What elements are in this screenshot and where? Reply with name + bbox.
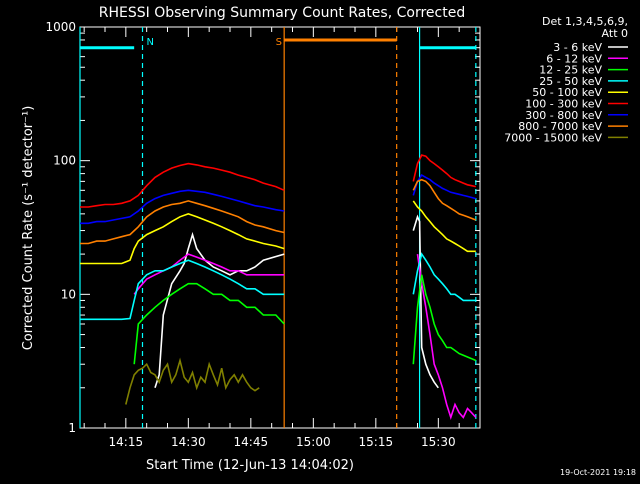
footer-date: 19-Oct-2021 19:18 (560, 468, 636, 477)
series-line-2 (412, 274, 477, 365)
series-line-8 (125, 357, 260, 405)
legend-label: 100 - 300 keV (525, 98, 602, 111)
x-tick-label: 15:00 (296, 435, 331, 449)
series-line-6 (412, 174, 477, 200)
legend-label: 25 - 50 keV (539, 75, 602, 88)
marker-label: N (147, 37, 154, 48)
series-line-0 (154, 231, 285, 389)
legend-label: 7000 - 15000 keV (504, 131, 602, 144)
series-line-6 (80, 189, 285, 225)
legend-label: 800 - 7000 keV (518, 120, 602, 133)
x-tick-label: 15:30 (421, 435, 456, 449)
series-line-3 (412, 252, 476, 302)
x-tick-label: 14:30 (171, 435, 206, 449)
series-line-1 (133, 253, 285, 295)
legend-label: 300 - 800 keV (525, 109, 602, 122)
y-axis-label: Corrected Count Rate (s⁻¹ detector⁻¹) (21, 106, 36, 351)
marker-label: S (276, 37, 282, 48)
y-tick-label: 1000 (45, 20, 76, 34)
series-line-2 (133, 282, 285, 365)
x-tick-label: 14:15 (109, 435, 144, 449)
chart-title: RHESSI Observing Summary Count Rates, Co… (99, 5, 465, 21)
y-tick-label: 1 (68, 421, 76, 435)
legend-label: 3 - 6 keV (553, 41, 602, 54)
series-line-4 (80, 213, 285, 265)
series-line-4 (412, 200, 476, 253)
legend-label: 12 - 25 keV (539, 64, 602, 77)
legend-label: 50 - 100 keV (532, 86, 602, 99)
series-line-5 (80, 162, 285, 208)
series-line-1 (416, 253, 477, 421)
legend-header-line-2: Att 0 (602, 27, 628, 40)
series-line-5 (412, 154, 476, 188)
x-tick-label: 15:15 (359, 435, 394, 449)
legend-header-line-1: Det 1,3,4,5,6,9, (542, 15, 628, 28)
series-line-3 (80, 259, 285, 321)
series-line-7 (412, 178, 477, 221)
x-tick-label: 14:45 (234, 435, 269, 449)
legend-label: 6 - 12 keV (546, 52, 602, 65)
x-axis-label: Start Time (12-Jun-13 14:04:02) (146, 458, 354, 473)
y-tick-label: 100 (53, 154, 76, 168)
series-line-7 (80, 200, 285, 245)
y-tick-label: 10 (61, 287, 76, 301)
series-line-0 (412, 214, 439, 389)
